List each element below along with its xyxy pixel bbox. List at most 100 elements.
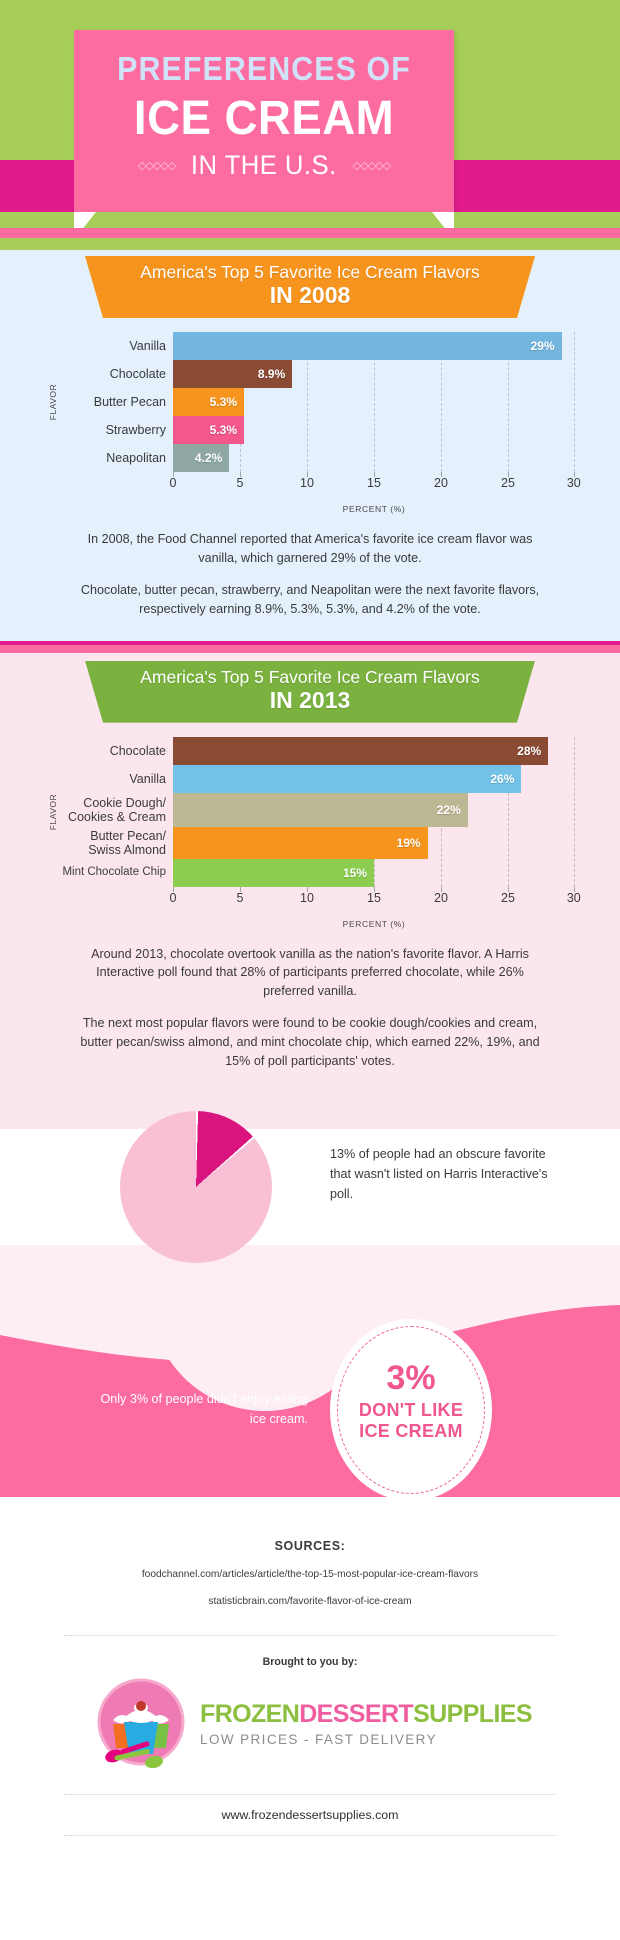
hero-notch-right-icon (432, 212, 454, 228)
bar: 19% (173, 826, 428, 859)
badge-dashed-ring (337, 1325, 485, 1494)
hero-notch-band (0, 212, 620, 228)
axis-tick-label: 30 (566, 890, 581, 905)
bar-value-label: 4.2% (194, 451, 223, 465)
axis-tick-mark (374, 472, 375, 477)
hero-line-2: ICE CREAM (133, 92, 395, 145)
banner-2008-line-1: America's Top 5 Favorite Ice Cream Flavo… (140, 262, 480, 282)
paragraph-2013-1: Around 2013, chocolate overtook vanilla … (91, 946, 529, 999)
bar: 26% (173, 764, 522, 793)
bar: 8.9% (173, 360, 293, 388)
source-link[interactable]: statisticbrain.com/favorite-flavor-of-ic… (208, 1595, 412, 1607)
hero-section: PREFERENCES OF ICE CREAM ◇◇◇◇◇ IN THE U.… (0, 0, 620, 228)
banner-2008-shape (85, 256, 535, 318)
bar-row: 5.3% (173, 416, 575, 444)
bar: 4.2% (173, 444, 230, 472)
axis-tick-label: 15 (367, 890, 381, 905)
bar: 15% (173, 858, 374, 887)
axis-tick-mark (507, 472, 509, 477)
chart-2008-category-labels: Vanilla Chocolate Butter Pecan Strawberr… (61, 332, 173, 472)
bar-row: 19% (173, 826, 575, 859)
dislike-caption: Only 3% of people didn't enjoy eating ic… (100, 1391, 308, 1427)
gridline (507, 332, 509, 472)
axis-tick-label: 5 (236, 476, 244, 490)
diamond-ornament-right-icon: ◇◇◇◇◇ (352, 160, 391, 172)
gridline (573, 332, 575, 472)
axis-tick-label: 0 (169, 476, 177, 490)
axis-tick-label: 0 (169, 890, 177, 905)
chart-2013-x-axis-title: PERCENT (%) (342, 918, 406, 929)
brand-name-part-2: DESSERT (299, 1700, 414, 1729)
chart-2008-x-axis: 0 5 10 15 20 25 30 (169, 472, 581, 502)
section-2008: America's Top 5 Favorite Ice Cream Flavo… (0, 228, 620, 641)
category-label: Cookie Dough/ Cookies & Cream (68, 795, 166, 824)
banner-2013: America's Top 5 Favorite Ice Cream Flavo… (85, 660, 535, 723)
category-label: Chocolate (109, 743, 166, 758)
bar-row: 22% (173, 792, 575, 827)
bar-row: 15% (173, 858, 575, 887)
chart-2008-plot-area: FLAVOR Vanilla Chocolate Butter Pecan St… (45, 332, 575, 472)
brand-logo-row[interactable]: FROZENDESSERTSUPPLIES LOW PRICES - FAST … (0, 1672, 620, 1778)
bar: 28% (173, 736, 549, 765)
axis-tick-mark (441, 472, 442, 477)
category-label: Vanilla (129, 339, 166, 353)
sources-heading: SOURCES: (274, 1538, 346, 1553)
paragraph-2008-1: In 2008, the Food Channel reported that … (87, 532, 533, 565)
chart-2013: FLAVOR Chocolate Vanilla Cookie Dough/ C… (45, 736, 581, 929)
brand-name-part-1: FROZEN (200, 1700, 300, 1729)
dislike-section: Only 3% of people didn't enjoy eating ic… (0, 1284, 620, 1497)
bar-row: 28% (173, 736, 575, 765)
gridline (573, 736, 575, 887)
axis-tick-label: 25 (501, 476, 515, 490)
category-label: Strawberry (105, 423, 166, 437)
footer-section: Brought to you by: (0, 1656, 620, 1836)
category-label: Neapolitan (106, 451, 166, 465)
axis-tick-mark (173, 886, 174, 892)
axis-tick-mark (240, 472, 241, 477)
axis-tick-label: 20 (434, 476, 448, 490)
category-label: Butter Pecan/ Swiss Almond (88, 828, 166, 857)
gridline (507, 736, 509, 887)
banner-2008: America's Top 5 Favorite Ice Cream Flavo… (85, 256, 535, 318)
website-url[interactable]: www.frozendessertsupplies.com (221, 1807, 399, 1822)
chart-2013-x-axis: 0 5 10 15 20 25 30 (169, 886, 581, 917)
gridline (441, 332, 442, 472)
bar: 5.3% (173, 416, 245, 444)
bar-row: 8.9% (173, 360, 575, 388)
axis-tick-mark (573, 472, 575, 477)
logo-svg-icon (97, 1678, 185, 1769)
chart-2013-y-axis-label: FLAVOR (48, 793, 59, 830)
paragraph-2008-2: Chocolate, butter pecan, strawberry, and… (80, 582, 540, 616)
axis-tick-label: 20 (434, 890, 448, 905)
axis-tick-mark (240, 886, 241, 892)
hero-notch-left-icon (74, 212, 96, 228)
source-link[interactable]: foodchannel.com/articles/article/the-top… (141, 1568, 479, 1580)
bar-value-label: 29% (530, 339, 555, 353)
brand-name: FROZENDESSERTSUPPLIES (200, 1700, 533, 1729)
badge-value: 3% (386, 1358, 436, 1397)
chart-2013-bars-area: 28% 26% 22% (173, 736, 575, 887)
chart-2008-y-axis-label: FLAVOR (48, 383, 59, 421)
pie-section-bottom-band (0, 1244, 620, 1285)
gridline (374, 332, 375, 472)
axis-tick-label: 5 (236, 890, 244, 905)
ice-cream-cups-logo-icon (88, 1672, 194, 1778)
axis-tick-mark (173, 472, 174, 477)
footer-divider-bottom (64, 1834, 556, 1836)
section-2008-green-stripe (0, 238, 620, 250)
axis-tick-label: 15 (367, 476, 381, 490)
pie-section: 13% of people had an obscure favorite th… (0, 1088, 620, 1285)
bar-value-label: 26% (490, 771, 515, 786)
diamond-ornament-left-icon: ◇◇◇◇◇ (137, 160, 176, 172)
hero-line-3-row: ◇◇◇◇◇ IN THE U.S. ◇◇◇◇◇ (74, 152, 454, 179)
section-2008-pink-stripe (0, 228, 620, 238)
badge-line-1: DON'T LIKE (358, 1399, 464, 1420)
bar: 29% (173, 332, 562, 360)
sources-divider (64, 1634, 556, 1636)
hero-title-card: PREFERENCES OF ICE CREAM ◇◇◇◇◇ IN THE U.… (74, 30, 454, 228)
chart-2013-bar-list: 28% 26% 22% (173, 736, 575, 887)
bar-row: 4.2% (173, 444, 575, 472)
axis-tick-label: 10 (300, 890, 314, 905)
dislike-badge: 3% DON'T LIKE ICE CREAM (330, 1318, 492, 1497)
